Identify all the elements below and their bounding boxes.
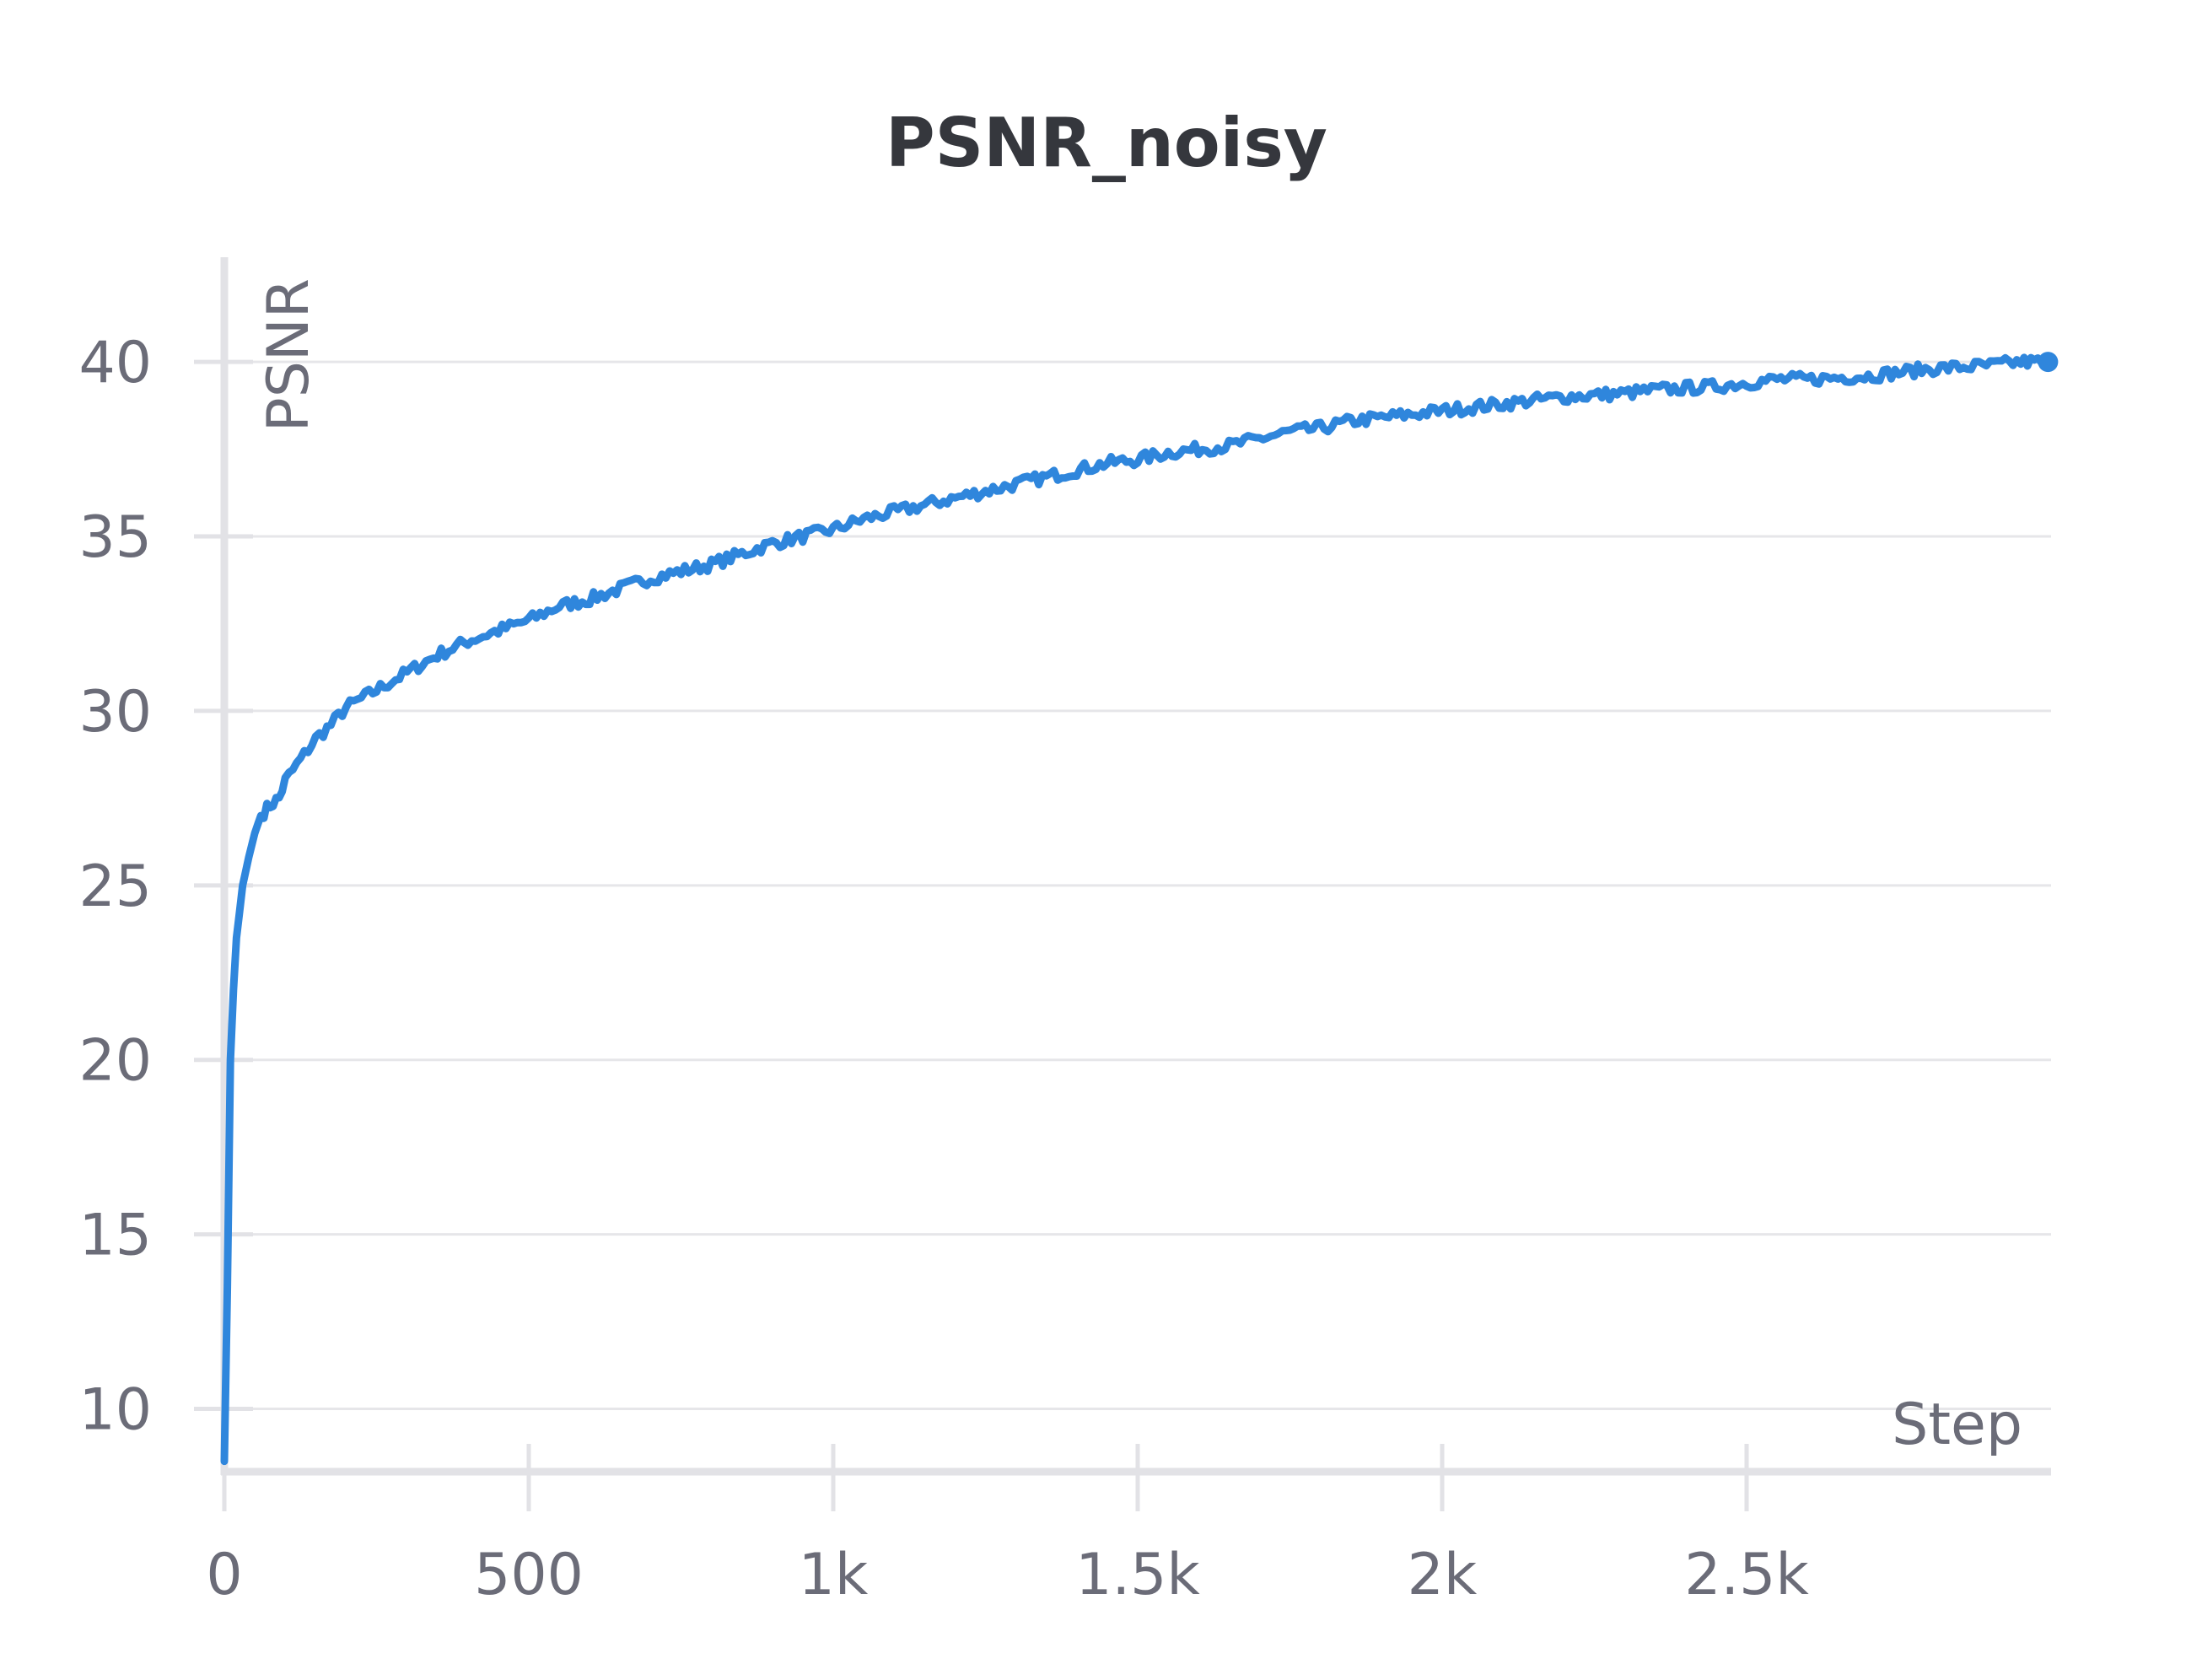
- series-group: [220, 352, 2059, 1466]
- x-tick-labels: 0 500 1k 1.5k 2k 2.5k: [206, 1542, 1809, 1608]
- y-tick-label: 35: [78, 504, 152, 571]
- x-tick-label: 0: [206, 1542, 242, 1608]
- y-axis-label: PSNR: [256, 278, 322, 432]
- x-tick-label: 2k: [1408, 1542, 1478, 1608]
- y-tick-labels: 10 15 20 25 30 35 40: [78, 330, 152, 1443]
- tick-marks: [194, 359, 1749, 1511]
- y-tick-label: 25: [78, 853, 152, 920]
- x-axis-label: Step: [1892, 1392, 2022, 1458]
- y-tick-label: 30: [78, 679, 152, 746]
- y-tick-label: 15: [78, 1203, 152, 1269]
- x-tick-label: 2.5k: [1684, 1542, 1809, 1608]
- x-tick-label: 1k: [799, 1542, 869, 1608]
- x-tick-label: 1.5k: [1075, 1542, 1200, 1608]
- y-tick-label: 10: [78, 1377, 152, 1444]
- series-end-point: [2038, 352, 2059, 373]
- series-line: [220, 353, 2052, 1466]
- x-tick-label: 500: [474, 1542, 584, 1608]
- y-tick-label: 20: [78, 1028, 152, 1095]
- chart-title: PSNR_noisy: [886, 104, 1327, 182]
- axes: [220, 257, 2051, 1476]
- y-tick-label: 40: [78, 330, 152, 396]
- grid-lines: [194, 360, 2051, 1411]
